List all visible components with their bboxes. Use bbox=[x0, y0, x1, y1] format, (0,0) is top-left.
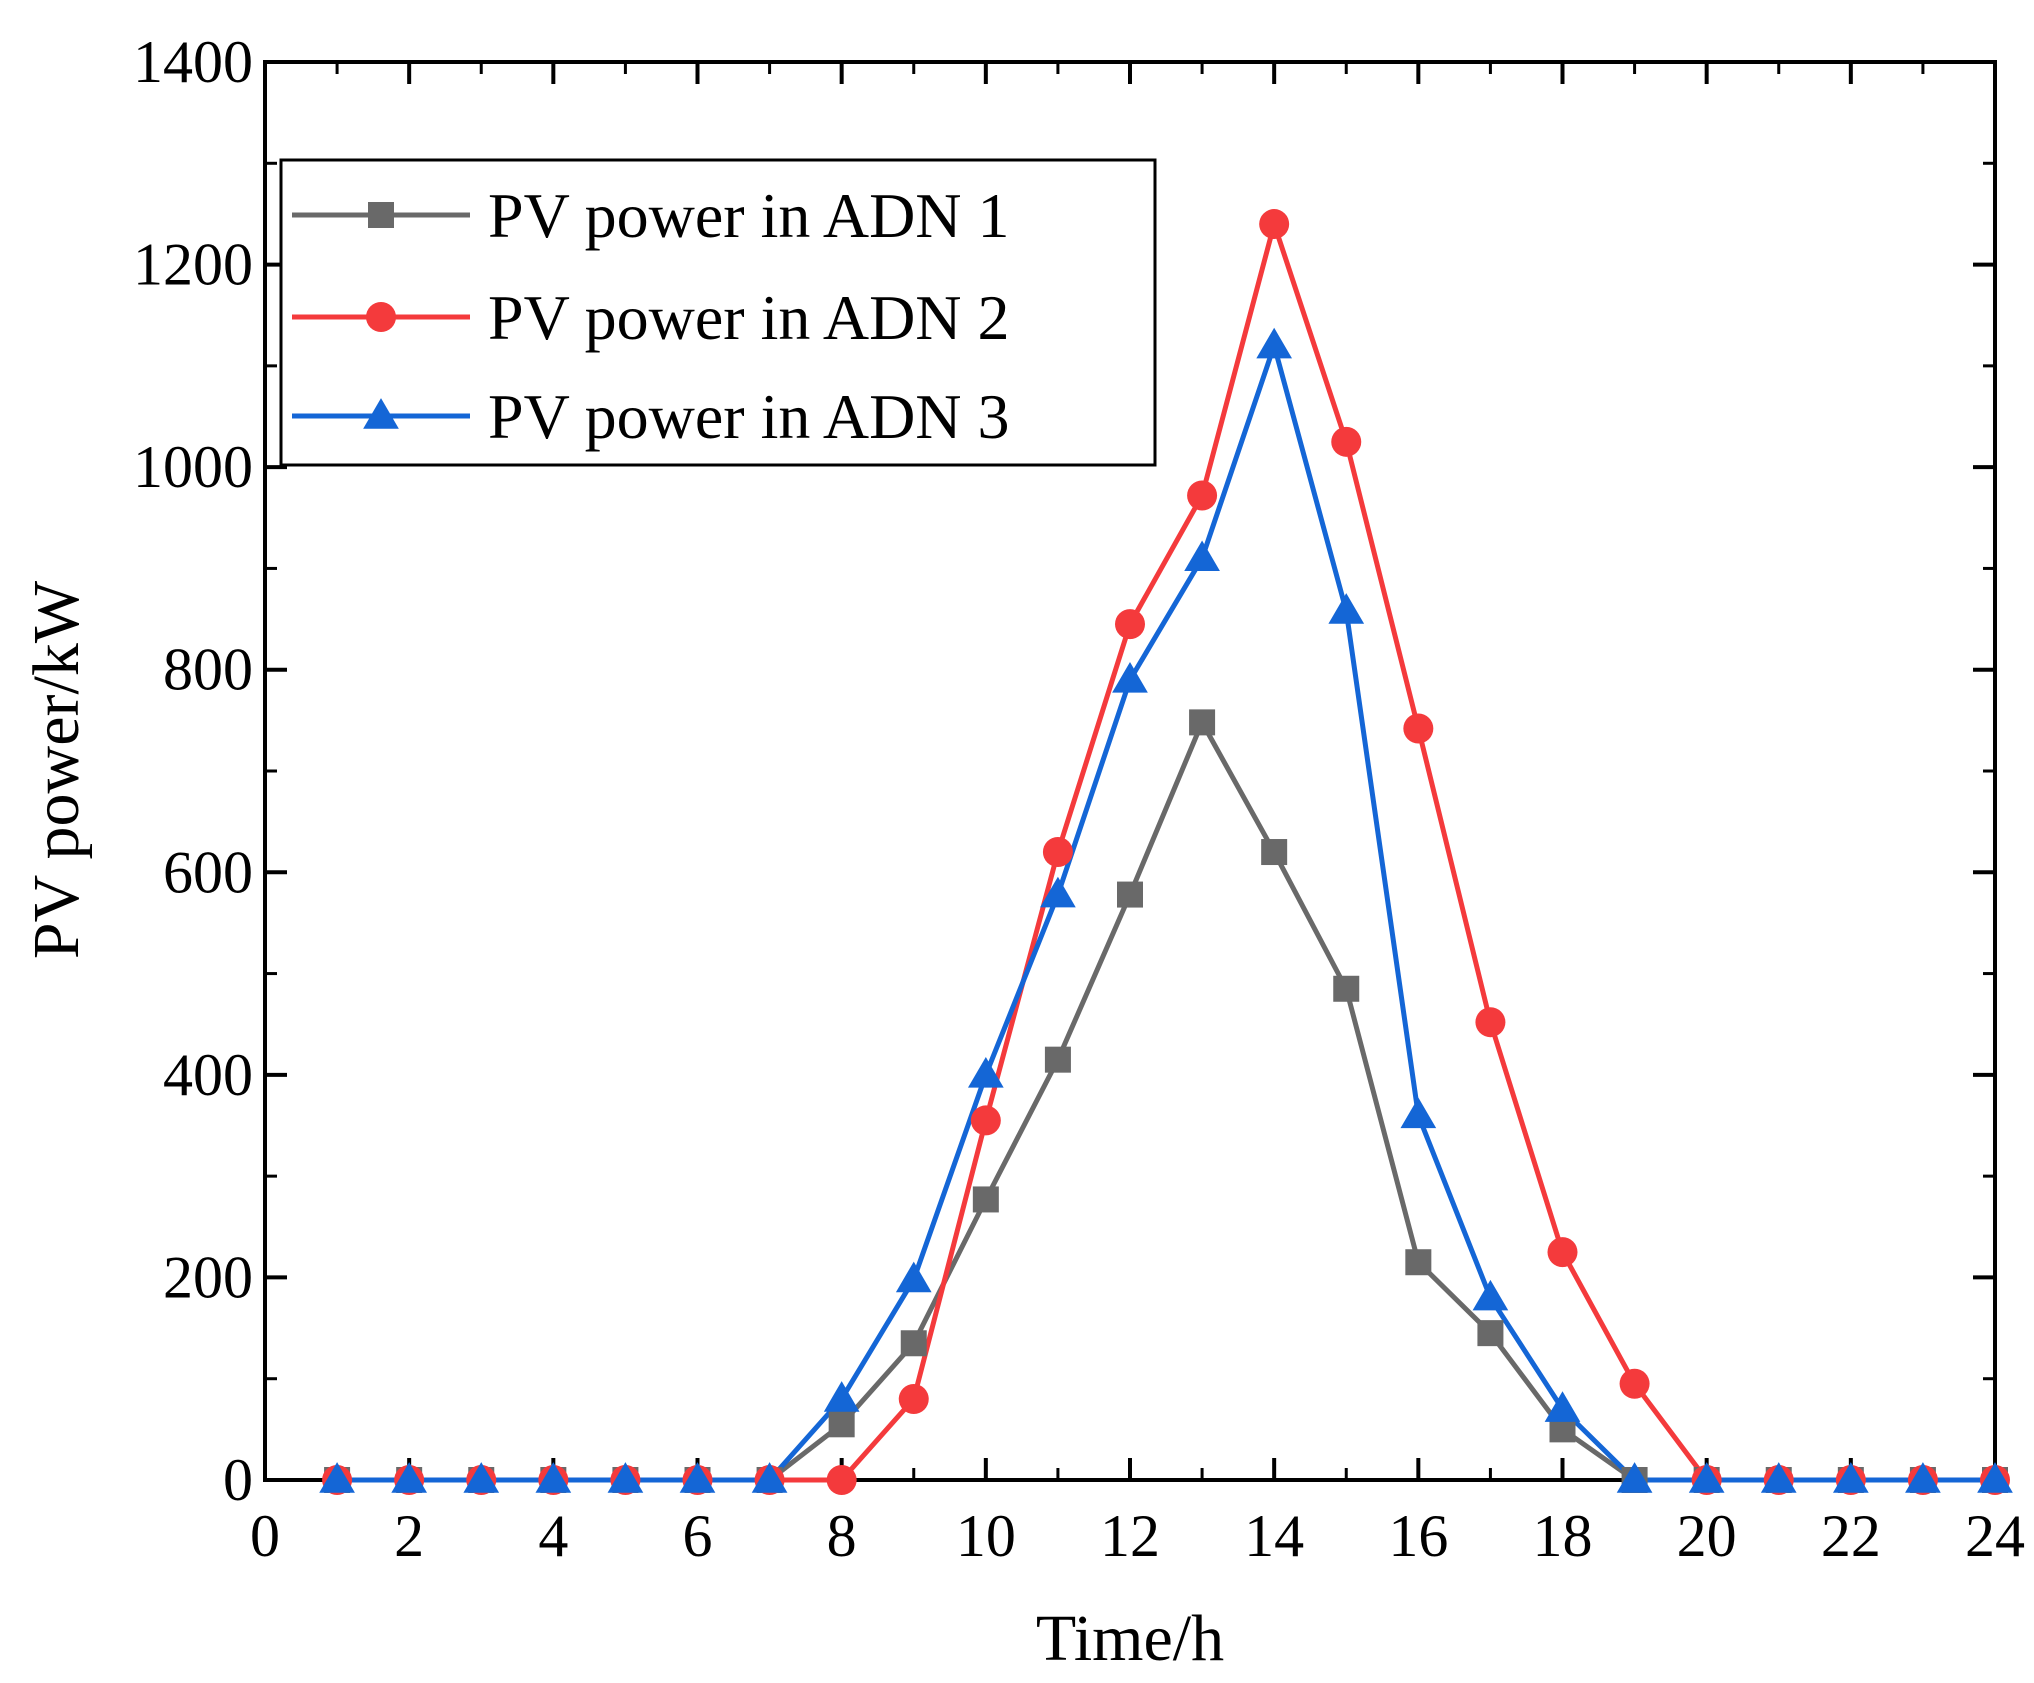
x-axis-title: Time/h bbox=[1036, 1602, 1224, 1675]
series-point-adn-3 bbox=[1472, 1279, 1509, 1311]
series-point-adn-1 bbox=[1261, 839, 1288, 866]
x-tick-label: 6 bbox=[683, 1503, 713, 1569]
series-markers bbox=[319, 209, 2013, 1495]
y-tick-label: 0 bbox=[223, 1447, 253, 1513]
x-tick-label: 0 bbox=[250, 1503, 280, 1569]
series-point-adn-3 bbox=[1688, 1462, 1725, 1493]
series-point-adn-2 bbox=[1115, 609, 1145, 640]
series-point-adn-3 bbox=[751, 1462, 788, 1493]
y-tick-label: 1400 bbox=[133, 29, 253, 95]
x-tick-label: 10 bbox=[956, 1503, 1016, 1569]
series-point-adn-2 bbox=[1547, 1237, 1578, 1268]
series-point-adn-2 bbox=[1331, 426, 1362, 457]
series-point-adn-1 bbox=[1117, 881, 1143, 908]
series-point-adn-3 bbox=[1040, 876, 1076, 908]
series-point-adn-3 bbox=[895, 1261, 932, 1293]
series-point-adn-3 bbox=[463, 1462, 500, 1493]
series-point-adn-3 bbox=[1544, 1391, 1581, 1422]
series-point-adn-3 bbox=[679, 1462, 716, 1493]
series-point-adn-2 bbox=[1475, 1007, 1506, 1038]
series-point-adn-3 bbox=[319, 1462, 355, 1493]
series-point-adn-3 bbox=[607, 1462, 644, 1493]
series-point-adn-1 bbox=[972, 1186, 999, 1213]
y-tick-label: 400 bbox=[163, 1042, 253, 1108]
series-point-adn-3 bbox=[1977, 1462, 2013, 1493]
series-point-adn-2 bbox=[1042, 837, 1073, 868]
series-point-adn-1 bbox=[1333, 975, 1360, 1002]
x-tick-label: 4 bbox=[538, 1503, 568, 1569]
x-tick-label: 14 bbox=[1244, 1503, 1304, 1569]
series-point-adn-3 bbox=[823, 1381, 860, 1412]
series-point-adn-2 bbox=[970, 1105, 1001, 1136]
series-line-adn-1 bbox=[337, 719, 1995, 1483]
series-point-adn-3 bbox=[1616, 1462, 1653, 1493]
series-point-adn-2 bbox=[898, 1383, 929, 1414]
series-point-adn-2 bbox=[1259, 209, 1290, 240]
y-tick-label: 800 bbox=[163, 637, 253, 703]
legend-label-adn-1: PV power in ADN 1 bbox=[488, 180, 1010, 251]
series-point-adn-1 bbox=[1405, 1249, 1432, 1276]
y-axis-title: PV power/kW bbox=[20, 580, 93, 959]
legend: PV power in ADN 1 PV power in ADN 2 PV pow… bbox=[279, 158, 1157, 467]
series-point-adn-1 bbox=[1189, 709, 1216, 736]
series-point-adn-2 bbox=[1403, 713, 1434, 744]
series-point-adn-2 bbox=[826, 1465, 857, 1495]
series-point-adn-1 bbox=[1477, 1320, 1504, 1347]
series-point-adn-3 bbox=[967, 1057, 1004, 1088]
legend-marker-adn-3 bbox=[363, 398, 399, 429]
series-point-adn-3 bbox=[1832, 1462, 1869, 1493]
series-point-adn-3 bbox=[1760, 1462, 1797, 1493]
series-point-adn-3 bbox=[1328, 593, 1365, 624]
x-tick-label: 2 bbox=[394, 1503, 424, 1569]
x-tick-label: 16 bbox=[1388, 1503, 1448, 1569]
x-tick-label: 18 bbox=[1533, 1503, 1593, 1569]
x-tick-label: 22 bbox=[1821, 1503, 1881, 1569]
x-tick-label: 24 bbox=[1965, 1503, 2025, 1569]
series-point-adn-3 bbox=[1112, 661, 1148, 693]
y-tick-label: 200 bbox=[163, 1244, 253, 1310]
legend-label-adn-2: PV power in ADN 2 bbox=[488, 282, 1010, 353]
x-tick-label: 20 bbox=[1677, 1503, 1737, 1569]
series-point-adn-2 bbox=[1619, 1368, 1650, 1399]
y-tick-label: 1000 bbox=[133, 434, 253, 500]
series-point-adn-2 bbox=[1187, 480, 1218, 511]
legend-marker-adn-1 bbox=[368, 202, 394, 228]
series-point-adn-3 bbox=[535, 1462, 572, 1493]
series-point-adn-1 bbox=[828, 1411, 855, 1438]
x-tick-label: 12 bbox=[1100, 1503, 1160, 1569]
series-point-adn-3 bbox=[1256, 327, 1293, 359]
legend-marker-adn-2 bbox=[366, 302, 396, 332]
series-point-adn-1 bbox=[1044, 1046, 1071, 1073]
series-point-adn-3 bbox=[1184, 540, 1220, 572]
y-tick-label: 1200 bbox=[133, 232, 253, 298]
series-point-adn-3 bbox=[1400, 1097, 1437, 1129]
series-point-adn-1 bbox=[900, 1330, 927, 1357]
series-point-adn-3 bbox=[391, 1462, 428, 1493]
series-point-adn-3 bbox=[1905, 1462, 1941, 1493]
legend-entries: PV power in ADN 1 PV power in ADN 2 PV pow… bbox=[292, 180, 1010, 452]
y-tick-label: 600 bbox=[163, 839, 253, 905]
axis-tick-labels: 0 2 4 6 8 10 12 14 16 18 20 22 240200400600800100012… bbox=[133, 29, 2025, 1569]
legend-label-adn-3: PV power in ADN 3 bbox=[488, 381, 1010, 452]
x-tick-label: 8 bbox=[827, 1503, 857, 1569]
series-line-adn-3 bbox=[337, 343, 1995, 1483]
